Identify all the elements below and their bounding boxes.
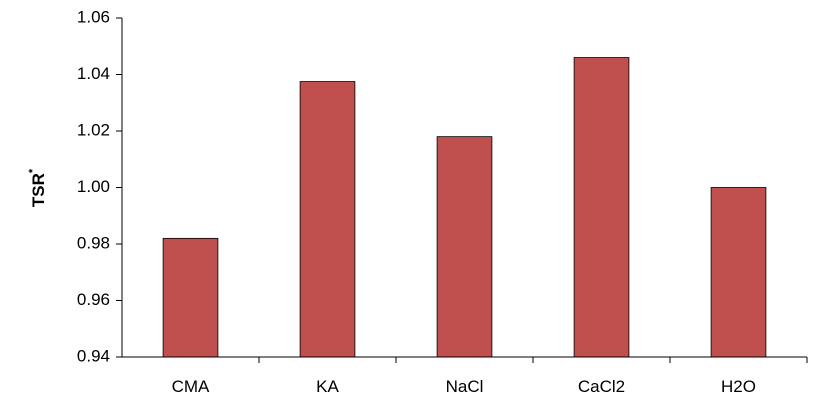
y-axis-label-text: TSR bbox=[29, 173, 48, 207]
bar-cma bbox=[162, 237, 219, 358]
x-axis-ticks: CMA KA NaCl CaCl2 H2O bbox=[172, 357, 808, 396]
y-axis-ticks: 0.94 0.96 0.98 1.00 1.02 1.04 1.06 bbox=[77, 7, 122, 365]
bar-nacl bbox=[436, 136, 493, 358]
y-axis-title: TSR* bbox=[27, 168, 49, 207]
x-tick-label: KA bbox=[316, 377, 339, 396]
bars bbox=[162, 57, 767, 358]
bar-cacl2 bbox=[573, 57, 630, 358]
x-tick-label: H2O bbox=[721, 377, 756, 396]
y-tick-label: 1.00 bbox=[77, 177, 110, 196]
y-tick-label: 0.96 bbox=[77, 290, 110, 309]
y-tick-label: 0.94 bbox=[77, 346, 110, 365]
bar-ka bbox=[299, 81, 356, 358]
x-tick-label: CMA bbox=[172, 377, 210, 396]
y-axis-label: TSR* bbox=[27, 168, 49, 207]
y-tick-label: 0.98 bbox=[77, 233, 110, 252]
y-axis-label-superscript: * bbox=[27, 168, 39, 173]
y-tick-label: 1.02 bbox=[77, 120, 110, 139]
axes bbox=[121, 18, 807, 358]
y-tick-label: 1.04 bbox=[77, 64, 110, 83]
bar-h2o bbox=[710, 187, 767, 358]
x-tick-label: NaCl bbox=[446, 377, 484, 396]
y-tick-label: 1.06 bbox=[77, 7, 110, 26]
x-tick-label: CaCl2 bbox=[578, 377, 625, 396]
